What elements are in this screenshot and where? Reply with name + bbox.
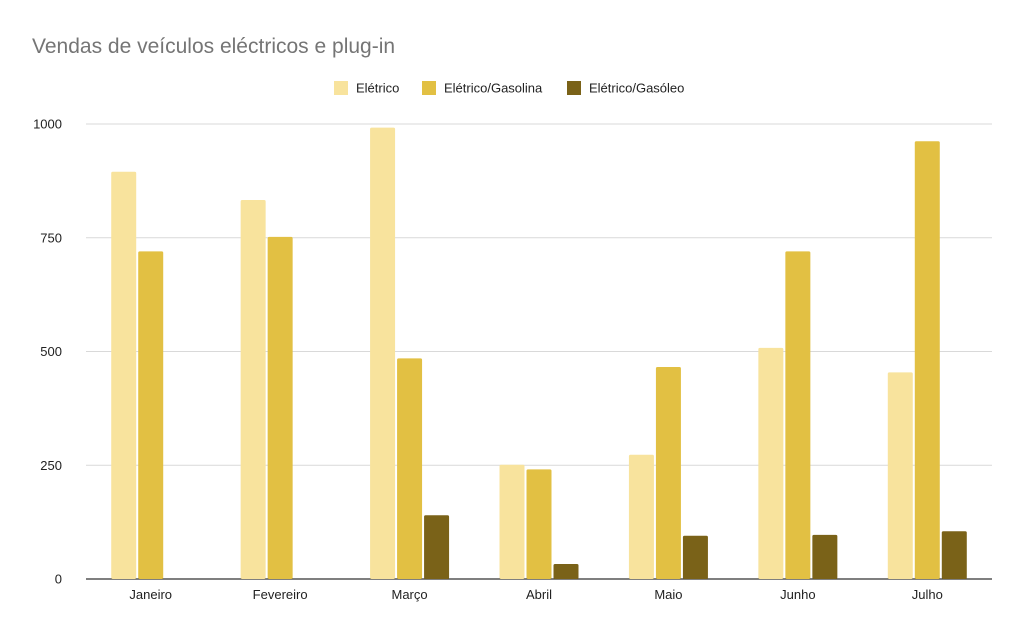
chart-title: Vendas de veículos eléctricos e plug-in xyxy=(32,35,395,58)
bar-2-2 xyxy=(267,236,293,579)
bar-1-5 xyxy=(628,454,654,579)
x-tick-label: Abril xyxy=(526,587,552,602)
legend-swatch xyxy=(567,81,581,95)
bar-2-5 xyxy=(655,366,681,579)
x-axis: Janeiro Fevereiro Março Abril Maio Junho Julho xyxy=(129,587,942,602)
legend-label: Elétrico xyxy=(356,81,399,96)
y-tick-label: 500 xyxy=(40,344,62,359)
x-tick-label: Julho xyxy=(912,587,943,602)
bar-2-3 xyxy=(397,358,423,579)
legend: Elétrico Elétrico/Gasolina Elétrico/Gasóle… xyxy=(334,81,684,96)
x-tick-label: Junho xyxy=(780,587,815,602)
y-tick-label: 250 xyxy=(40,458,62,473)
bars xyxy=(111,127,967,580)
bar-1-3 xyxy=(370,127,396,579)
bar-1-2 xyxy=(240,199,266,580)
bar-3-5 xyxy=(682,535,708,579)
bar-2-4 xyxy=(526,469,552,579)
y-tick-label: 750 xyxy=(40,230,62,245)
legend-swatch xyxy=(334,81,348,95)
x-tick-label: Março xyxy=(392,587,428,602)
bar-1-6 xyxy=(758,347,784,579)
bar-2-7 xyxy=(914,141,940,580)
bar-1-1 xyxy=(111,171,137,579)
x-tick-label: Maio xyxy=(654,587,682,602)
bar-3-4 xyxy=(553,563,579,579)
bar-3-6 xyxy=(812,534,838,579)
x-tick-label: Janeiro xyxy=(129,587,172,602)
legend-swatch xyxy=(422,81,436,95)
bar-3-3 xyxy=(424,515,450,579)
legend-label: Elétrico/Gasolina xyxy=(444,81,543,96)
bar-2-6 xyxy=(785,251,811,579)
x-tick-label: Fevereiro xyxy=(253,587,308,602)
y-tick-label: 0 xyxy=(55,572,62,587)
bar-1-4 xyxy=(499,464,525,579)
y-tick-label: 1000 xyxy=(33,117,62,132)
bar-2-1 xyxy=(138,251,164,579)
bar-1-7 xyxy=(887,372,913,579)
y-axis: 0 250 500 750 1000 xyxy=(33,117,62,587)
bar-3-7 xyxy=(941,531,967,579)
legend-label: Elétrico/Gasóleo xyxy=(589,81,684,96)
